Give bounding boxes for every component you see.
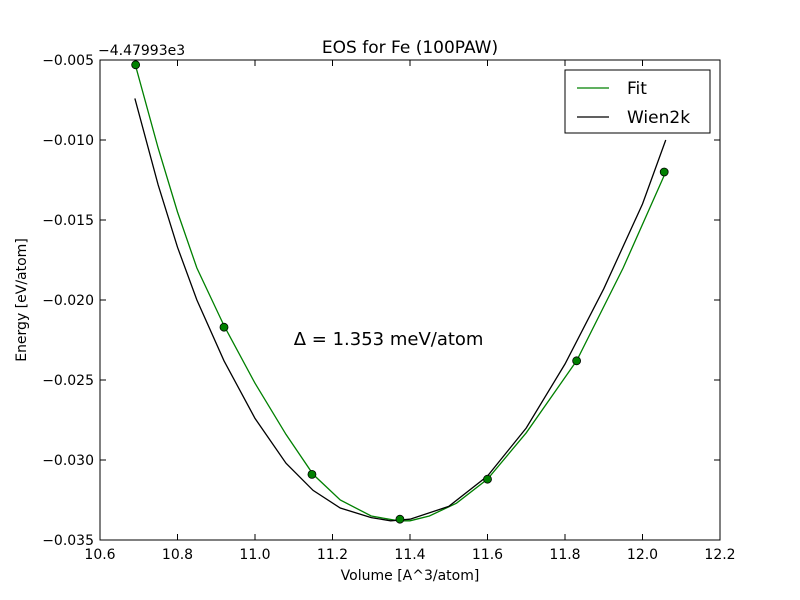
plot-area <box>131 60 669 524</box>
delta-annotation: Δ = 1.353 meV/atom <box>294 329 484 350</box>
data-point <box>572 356 582 366</box>
data-point <box>131 60 141 70</box>
data-point <box>659 167 669 177</box>
y-tick-label: −0.025 <box>42 373 94 389</box>
x-tick-label: 12.2 <box>704 547 735 563</box>
data-point <box>395 514 405 524</box>
data-point <box>219 322 229 332</box>
data-point <box>307 469 317 479</box>
x-axis-label: Volume [A^3/atom] <box>341 568 480 584</box>
series-line-wien2k <box>134 98 667 522</box>
data-point <box>483 474 492 484</box>
y-tick-label: −0.030 <box>42 453 94 469</box>
x-tick-label: 11.8 <box>549 547 580 563</box>
y-offset-label: −4.47993e3 <box>98 43 185 59</box>
x-tick-label: 12.0 <box>627 547 658 563</box>
y-tick-label: −0.015 <box>42 213 94 229</box>
series-line-fit <box>134 63 667 522</box>
legend-entry: Fit <box>627 79 647 99</box>
chart-title: EOS for Fe (100PAW) <box>322 38 498 58</box>
x-tick-label: 10.6 <box>84 547 115 563</box>
axes: 10.6 10.8 11.0 11.2 11.4 11.6 11.8 12.0 12.2 −0.0… <box>42 53 735 563</box>
y-tick-label: −0.035 <box>42 533 94 549</box>
y-tick-label: −0.020 <box>42 293 94 309</box>
x-tick-label: 11.2 <box>317 547 348 563</box>
y-axis-label: Energy [eV/atom] <box>14 238 30 362</box>
x-tick-label: 10.8 <box>162 547 193 563</box>
y-tick-label: −0.005 <box>42 53 94 69</box>
x-tick-label: 11.0 <box>239 547 270 563</box>
legend: Fit Wien2k <box>564 69 711 134</box>
x-tick-label: 11.4 <box>394 547 425 563</box>
x-tick-label: 11.6 <box>472 547 503 563</box>
legend-entry: Wien2k <box>627 108 690 128</box>
legend-box <box>564 69 711 134</box>
y-tick-label: −0.010 <box>42 133 94 149</box>
